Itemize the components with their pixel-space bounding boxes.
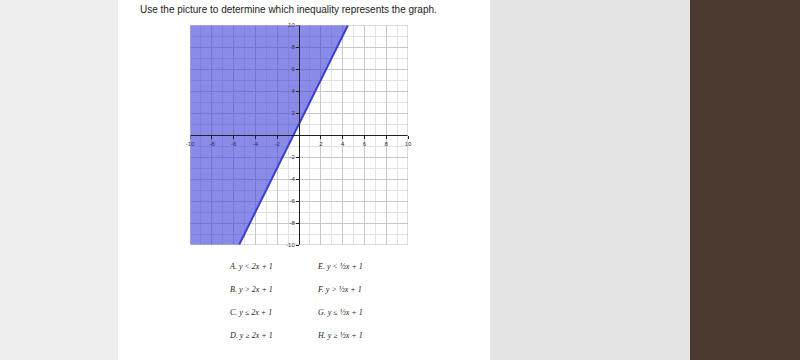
svg-text:-2: -2 (289, 154, 295, 160)
html-text:B. y > 2x + 1: B. y > 2x + 1 (230, 285, 273, 294)
svg-text:6: 6 (291, 66, 295, 72)
svg-text:-4: -4 (289, 176, 295, 182)
svg-text:10: 10 (405, 141, 412, 147)
html-text:G. y ≤ ½x + 1: G. y ≤ ½x + 1 (318, 308, 363, 317)
html-text:D. y ≥ 2x + 1: D. y ≥ 2x + 1 (230, 331, 273, 340)
html-text:E. y < ½x + 1: E. y < ½x + 1 (318, 262, 363, 271)
svg-text:6: 6 (363, 141, 367, 147)
svg-text:4: 4 (341, 141, 345, 147)
html-text:H. y ≥ ½x + 1: H. y ≥ ½x + 1 (318, 331, 363, 340)
svg-text:-6: -6 (289, 198, 295, 204)
svg-text:-10: -10 (286, 242, 295, 248)
html-text:C. y ≤ 2x + 1: C. y ≤ 2x + 1 (230, 308, 273, 317)
svg-text:8: 8 (385, 141, 389, 147)
svg-text:-4: -4 (253, 141, 259, 147)
svg-text:-8: -8 (289, 220, 295, 226)
svg-text:4: 4 (291, 88, 295, 94)
svg-text:10: 10 (288, 22, 295, 28)
svg-text:2: 2 (291, 110, 295, 116)
svg-text:-2: -2 (275, 141, 281, 147)
html-text:F. y > ½x + 1: F. y > ½x + 1 (318, 285, 362, 294)
svg-text:Use the picture to determine w: Use the picture to determine which inequ… (140, 4, 437, 15)
svg-text:-8: -8 (209, 141, 215, 147)
svg-text:2: 2 (319, 141, 323, 147)
html-text:A. y < 2x + 1: A. y < 2x + 1 (230, 262, 273, 271)
svg-text:-6: -6 (231, 141, 237, 147)
svg-text:8: 8 (291, 44, 295, 50)
svg-text:-10: -10 (186, 141, 195, 147)
